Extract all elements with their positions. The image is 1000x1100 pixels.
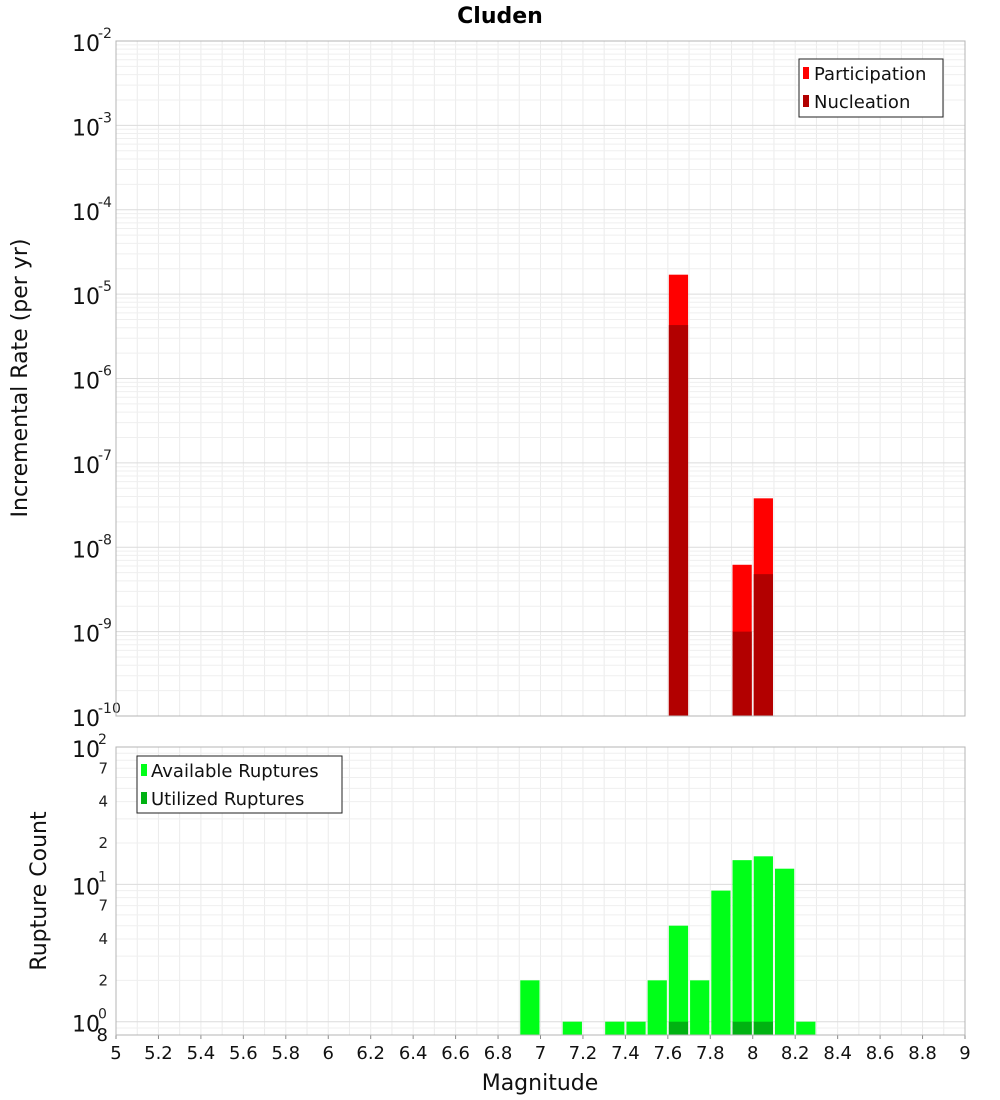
- utilized-ruptures-bar: [732, 1021, 752, 1035]
- bottom-y-minor-tick-label: 8: [97, 1025, 108, 1046]
- utilized-ruptures-bar: [668, 1021, 689, 1035]
- available-ruptures-bar: [711, 890, 731, 1035]
- available-ruptures-bar: [626, 1021, 646, 1035]
- bottom-y-tick-label: 10: [72, 1013, 100, 1038]
- x-tick-label: 7: [535, 1043, 546, 1064]
- available-ruptures-legend-swatch: [141, 764, 147, 776]
- top-y-tick-label: 10: [72, 538, 100, 563]
- top-plot: 10-1010-910-810-710-610-510-410-310-2Par…: [72, 26, 966, 732]
- x-tick-label: 9: [959, 1043, 970, 1064]
- bottom-y-minor-tick-label: 7: [98, 897, 108, 915]
- available-ruptures-bar: [753, 856, 773, 1035]
- x-tick-label: 6.8: [484, 1043, 513, 1064]
- bottom-y-axis-label: Rupture Count: [27, 811, 52, 971]
- bottom-y-minor-tick-label: 2: [98, 834, 108, 852]
- bottom-y-minor-tick-label: 2: [98, 971, 108, 989]
- top-y-tick-label: 10: [72, 201, 100, 226]
- top-y-tick-exponent: -8: [98, 532, 112, 548]
- x-tick-label: 6.6: [441, 1043, 470, 1064]
- x-tick-label: 8.6: [866, 1043, 895, 1064]
- x-tick-label: 7.8: [696, 1043, 725, 1064]
- top-y-tick-label: 10: [72, 707, 100, 732]
- nucleation-bar: [732, 631, 752, 716]
- x-tick-label: 8: [747, 1043, 758, 1064]
- top-y-tick-exponent: -9: [98, 617, 112, 633]
- top-y-tick-exponent: -4: [98, 195, 112, 211]
- chart-title: Cluden: [457, 4, 543, 29]
- x-tick-label: 7.4: [611, 1043, 640, 1064]
- x-tick-label: 6: [323, 1043, 334, 1064]
- x-tick-label: 8.8: [908, 1043, 937, 1064]
- top-y-tick-exponent: -6: [98, 364, 112, 380]
- bottom-y-minor-tick-label: 4: [98, 930, 108, 948]
- available-ruptures-bar: [520, 980, 540, 1035]
- participation-legend-label: Participation: [814, 64, 926, 85]
- top-legend-box: [798, 58, 944, 118]
- available-ruptures-bar: [732, 860, 752, 1035]
- available-ruptures-bar: [774, 868, 795, 1035]
- participation-legend-swatch: [803, 67, 809, 79]
- bottom-y-tick-exponent: 2: [98, 732, 107, 748]
- x-tick-label: 5.8: [271, 1043, 300, 1064]
- top-legend: Participation Nucleation: [798, 58, 944, 118]
- utilized-ruptures-legend-label: Utilized Ruptures: [151, 789, 304, 810]
- bottom-y-tick-label: 10: [72, 875, 100, 900]
- bottom-y-tick-exponent: 0: [98, 1007, 107, 1023]
- top-y-tick-exponent: -3: [98, 110, 112, 126]
- bottom-y-minor-tick-label: 7: [98, 759, 108, 777]
- top-y-tick-exponent: -2: [98, 26, 112, 42]
- top-y-tick-exponent: -7: [98, 448, 112, 464]
- x-tick-label: 5.2: [144, 1043, 173, 1064]
- available-ruptures-bar: [562, 1021, 582, 1035]
- top-y-tick-label: 10: [72, 370, 100, 395]
- nucleation-legend-label: Nucleation: [814, 92, 910, 113]
- available-ruptures-bar: [647, 980, 667, 1035]
- top-y-tick-label: 10: [72, 285, 100, 310]
- available-ruptures-bar: [796, 1021, 816, 1035]
- nucleation-legend-swatch: [803, 95, 809, 107]
- x-axis-label: Magnitude: [482, 1071, 599, 1096]
- available-ruptures-legend-label: Available Ruptures: [151, 761, 319, 782]
- x-tick-label: 5: [110, 1043, 121, 1064]
- x-tick-label: 8.2: [781, 1043, 810, 1064]
- available-ruptures-bar: [605, 1021, 625, 1035]
- x-tick-label: 7.6: [654, 1043, 683, 1064]
- x-tick-label: 5.6: [229, 1043, 258, 1064]
- bottom-y-tick-label: 10: [72, 738, 100, 763]
- x-tick-label: 6.4: [399, 1043, 428, 1064]
- x-tick-label: 6.2: [356, 1043, 385, 1064]
- top-y-tick-label: 10: [72, 623, 100, 648]
- bottom-legend: Available Ruptures Utilized Ruptures: [136, 755, 343, 814]
- top-y-tick-exponent: -10: [98, 701, 121, 717]
- top-y-tick-exponent: -5: [98, 279, 112, 295]
- top-y-tick-label: 10: [72, 454, 100, 479]
- top-y-axis-label: Incremental Rate (per yr): [8, 239, 33, 518]
- available-ruptures-bar: [668, 925, 689, 1035]
- bottom-plot-border: [115, 746, 966, 1036]
- bottom-y-tick-exponent: 1: [98, 869, 107, 885]
- top-plot-border: [115, 40, 966, 717]
- x-tick-label: 8.4: [823, 1043, 852, 1064]
- x-tick-label: 7.2: [569, 1043, 598, 1064]
- x-tick-label: 5.4: [187, 1043, 216, 1064]
- top-y-tick-label: 10: [72, 116, 100, 141]
- utilized-ruptures-bar: [753, 1021, 773, 1035]
- bottom-y-minor-tick-label: 4: [98, 793, 108, 811]
- nucleation-bar: [753, 574, 773, 716]
- available-ruptures-bar: [690, 980, 710, 1035]
- top-y-tick-label: 10: [72, 32, 100, 57]
- nucleation-bar: [668, 325, 689, 716]
- bottom-legend-box: [136, 755, 343, 814]
- utilized-ruptures-legend-swatch: [141, 792, 147, 804]
